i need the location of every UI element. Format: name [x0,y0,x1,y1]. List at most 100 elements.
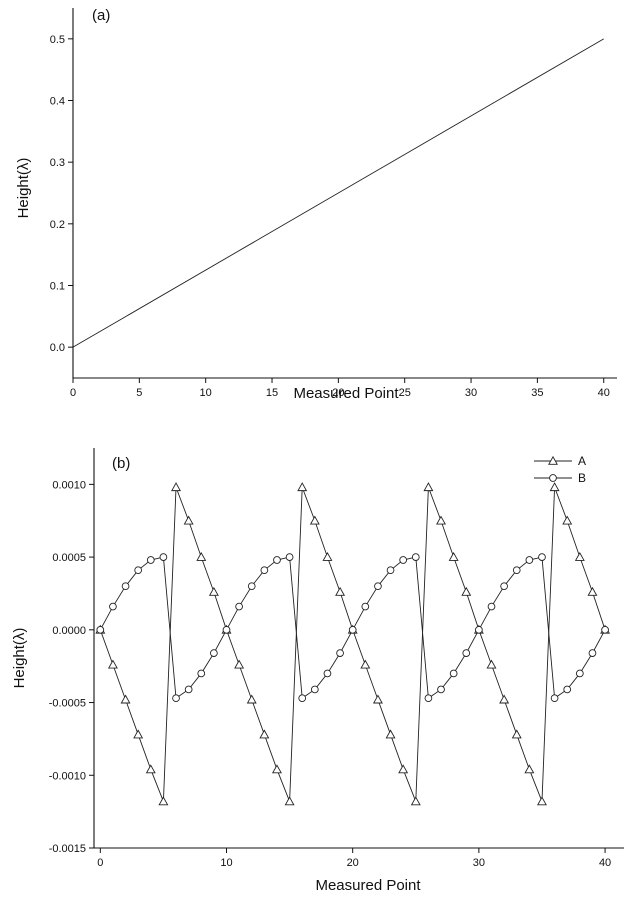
series-a-point [587,586,598,596]
series-a-point [107,659,118,669]
series-a-point [372,694,383,704]
series-b-point [411,553,420,561]
series-a-point [423,482,434,492]
y-tick-label: -0.0015 [49,843,86,855]
chart-panel-b: (b) Measured Point Height(λ) 0 10 20 30 40 -0… [11,448,624,894]
x-tick-label: 20 [332,387,344,399]
panel-a-ticks: 0 5 10 15 20 25 30 35 40 0.0 0.1 0.2 0.3 0.4 0.5 [50,34,610,399]
panel-a-label: (a) [92,7,110,24]
y-tick-label: 0.0005 [52,552,86,564]
series-b-point [512,566,521,575]
panel-a-marks [72,38,604,348]
series-b-point [449,669,458,678]
series-b-point [285,553,294,561]
x-tick-label: 30 [473,857,485,869]
series-a-point [436,515,446,525]
series-b-point [159,553,168,561]
series-b-point [424,694,433,703]
y-tick-label: -0.0010 [49,770,86,782]
series-a-point [183,515,194,525]
x-tick-label: 25 [399,387,411,399]
series-b-point [500,582,508,591]
y-tick-label: 0.5 [50,34,65,46]
y-tick-label: 0.0010 [52,479,86,491]
series-a-point [145,764,156,774]
series-a-point [574,551,585,561]
series-a-point [297,482,308,492]
x-tick-label: 0 [70,387,76,399]
series-a-point [234,659,245,669]
series-b-point [172,694,180,703]
panel-b-marks [95,482,611,806]
series-a-point [524,764,535,774]
series-b-point [550,694,559,703]
series-a-point [133,729,144,739]
legend-swatch-marker [549,474,557,482]
panel-a-axes [72,8,617,379]
series-a-point [511,729,522,739]
series-b-point [146,556,155,564]
panel-b-label: (b) [112,455,130,472]
series-b-point [487,602,496,611]
series-b-point [348,625,357,634]
series-b-point [563,685,572,694]
series-b-point [386,566,395,575]
panel-b-axes [93,448,624,849]
legend-swatch-marker [548,455,558,465]
series-b-point [525,556,534,564]
series-a-point [259,729,270,739]
series-a-point [335,586,346,596]
series-a-point [549,482,560,492]
series-b-point [109,602,117,611]
series-b-point [298,694,307,703]
x-tick-label: 10 [200,387,212,399]
series-b-point [374,582,382,591]
legend-label: B [578,471,586,485]
series-a-point [196,551,207,561]
series-a-point [537,796,547,806]
series-b-point [235,602,243,611]
panel-a-x-axis-title: Measured Point [293,385,399,402]
series-a-point [398,764,409,774]
series-b-point [273,556,281,564]
series-b-point [361,602,370,611]
series-b-point [96,625,105,634]
series-a-point [360,659,371,669]
series-b-point [437,685,445,694]
y-tick-label: 0.2 [50,219,65,231]
panel-b-x-axis-title: Measured Point [315,877,421,894]
series-b-point [588,649,597,657]
series-b-point [310,685,319,694]
series-b-point [197,669,206,678]
series-a-point [158,796,169,806]
series-a-point [562,515,573,525]
x-tick-label: 5 [136,387,142,399]
series-0-line [72,38,604,348]
series-b-point [538,553,546,561]
series-b-point [399,556,408,564]
series-a-point [499,694,510,704]
chart-panel-a: (a) Measured Point Height(λ) 0 5 10 15 20 25 3… [15,7,617,402]
series-b-point [134,566,143,575]
y-tick-label: 0.3 [50,157,65,169]
series-b-point [462,649,471,657]
series-b-point [601,625,609,634]
y-tick-label: 0.4 [50,96,65,108]
series-b-point [323,669,332,678]
series-a-point [410,796,421,806]
series-a-point [322,551,333,561]
y-tick-label: -0.0005 [49,698,86,710]
series-a-point [385,729,396,739]
x-tick-label: 15 [266,387,278,399]
panel-b-ticks: 0 10 20 30 40 -0.0015 -0.0010 -0.0005 0.0000 0.00… [49,479,612,869]
series-a-point [208,586,219,596]
x-tick-label: 0 [97,857,103,869]
series-b-point [336,649,344,657]
series-b-point [210,649,218,657]
y-tick-label: 0.1 [50,281,65,293]
series-a-point [461,586,472,596]
series-b-point [475,625,483,634]
panel-a-y-axis-title: Height(λ) [15,158,32,219]
x-tick-label: 30 [465,387,477,399]
